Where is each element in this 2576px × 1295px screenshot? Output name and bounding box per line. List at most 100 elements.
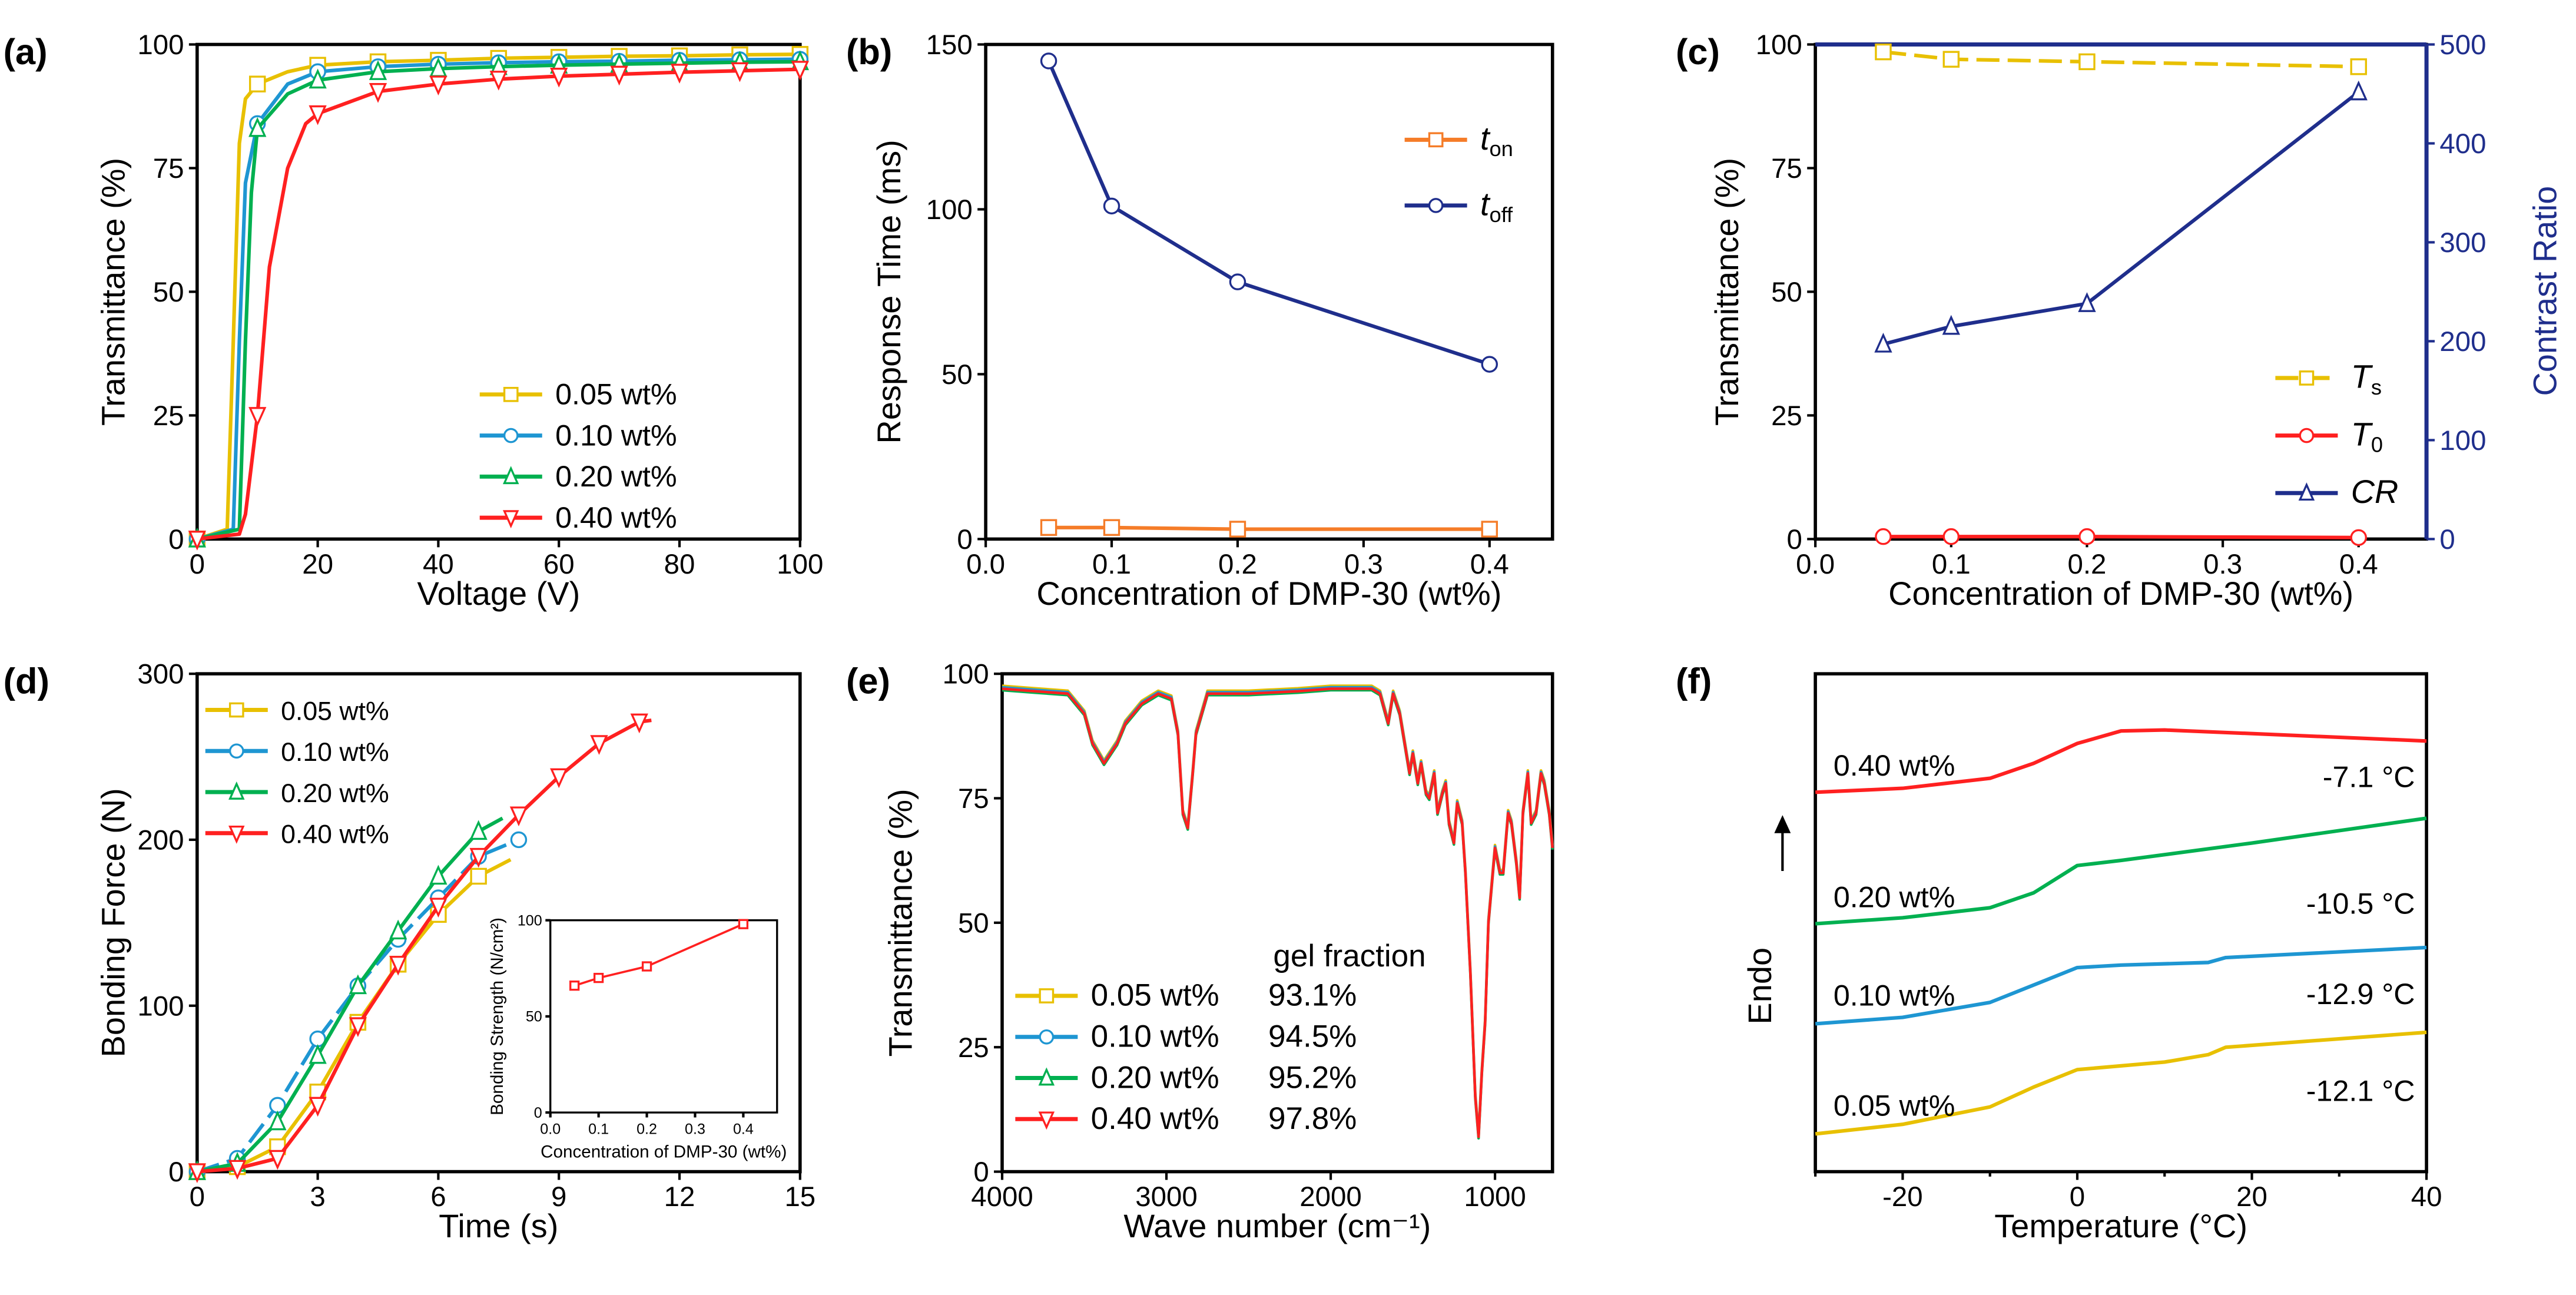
series-line-2 bbox=[1882, 90, 2360, 346]
legend-label: 0.40 wt% bbox=[281, 820, 389, 849]
y-tick-label: 0 bbox=[1786, 524, 1802, 555]
data-point bbox=[1103, 519, 1120, 536]
y2-tick-label: 400 bbox=[2439, 128, 2486, 160]
x-tick-label: 6 bbox=[430, 1181, 446, 1213]
data-point bbox=[429, 865, 447, 885]
panel-label: (a) bbox=[4, 32, 48, 72]
tg-label: -12.9 °C bbox=[2306, 978, 2415, 1011]
x-tick-label: 3 bbox=[310, 1181, 325, 1213]
x-tick-label: 0 bbox=[190, 549, 205, 580]
legend-symbol: 0.20 wt% bbox=[1091, 1060, 1219, 1095]
y-tick-label: 100 bbox=[1756, 29, 1802, 61]
data-point bbox=[1875, 43, 1892, 61]
x-tick-label: 0.4 bbox=[733, 1121, 754, 1137]
legend-label: 0.10 wt% bbox=[1091, 1019, 1219, 1054]
y-axis-label: Bonding Strength (N/cm²) bbox=[488, 918, 507, 1115]
y-tick-label: 300 bbox=[137, 659, 184, 690]
data-point bbox=[1875, 528, 1892, 545]
panel-label: (b) bbox=[846, 32, 892, 72]
x-axis-label: Concentration of DMP-30 (wt%) bbox=[541, 1142, 787, 1162]
data-point bbox=[510, 831, 528, 849]
panel-f: -20 0 20 40 Temperature (°C) Endo (f) 0.40 wt% -… bbox=[1676, 661, 2442, 1244]
data-point bbox=[590, 735, 608, 755]
gel-fraction-value: 93.1% bbox=[1268, 978, 1357, 1013]
legend-marker-triangle-up bbox=[228, 781, 245, 800]
data-point bbox=[1229, 521, 1246, 538]
y-tick-label: 50 bbox=[526, 1009, 542, 1025]
inset-line bbox=[574, 923, 744, 987]
y-tick-label: 100 bbox=[518, 912, 542, 929]
tg-label: -12.1 °C bbox=[2306, 1075, 2415, 1108]
data-point bbox=[1103, 197, 1120, 215]
x-tick-label: 0.0 bbox=[966, 549, 1005, 580]
y-tick-label: 0 bbox=[534, 1105, 542, 1121]
legend-symbol: t bbox=[1480, 120, 1491, 157]
x-tick-label: 40 bbox=[2411, 1181, 2442, 1213]
inset-data-point bbox=[569, 981, 580, 991]
panel-e: 4000 3000 2000 1000 0 25 50 75 100 Wave number (c… bbox=[846, 659, 1554, 1244]
inset-data-point bbox=[593, 972, 604, 983]
data-point bbox=[268, 1110, 287, 1131]
x-tick-label: 15 bbox=[784, 1181, 815, 1213]
series-line-0 bbox=[196, 52, 800, 541]
plot-frame bbox=[549, 919, 778, 1114]
x-tick-label: 20 bbox=[302, 549, 333, 580]
legend-label: 0.10 wt% bbox=[281, 738, 389, 767]
y2-tick-label: 300 bbox=[2439, 227, 2486, 259]
dsc-curve-2 bbox=[1815, 945, 2427, 1026]
x-tick-label: 0.1 bbox=[588, 1121, 609, 1137]
x-tick-label: 2000 bbox=[1299, 1181, 1362, 1213]
legend-symbol: t bbox=[1480, 186, 1491, 223]
y-tick-label: 0 bbox=[973, 1157, 989, 1188]
x-tick-label: 3000 bbox=[1135, 1181, 1198, 1213]
x-tick-label: 0.0 bbox=[540, 1121, 561, 1137]
legend-marker-triangle-down bbox=[228, 825, 245, 844]
series-line-0 bbox=[1048, 525, 1490, 531]
legend-label: 0.20 wt% bbox=[1091, 1060, 1219, 1095]
data-point bbox=[791, 61, 809, 81]
gel-fraction-value: 97.8% bbox=[1268, 1101, 1357, 1136]
legend-marker-triangle-down bbox=[1038, 1111, 1055, 1130]
x-axis-label: Temperature (°C) bbox=[1994, 1207, 2247, 1244]
spectrum-line-3 bbox=[1002, 687, 1554, 1138]
legend-label: 0.10 wt% bbox=[555, 419, 677, 452]
data-point bbox=[1942, 51, 1960, 68]
y-tick-label: 0 bbox=[168, 524, 184, 555]
x-tick-label: 0 bbox=[2070, 1181, 2085, 1213]
data-point bbox=[369, 83, 387, 103]
series-line-1 bbox=[1047, 60, 1490, 366]
curve-label: 0.05 wt% bbox=[1834, 1089, 1955, 1122]
legend-label: ton bbox=[1480, 120, 1513, 161]
y2-tick-label: 0 bbox=[2439, 524, 2455, 555]
dsc-curve-0 bbox=[1815, 728, 2427, 794]
y-tick-label: 25 bbox=[958, 1032, 989, 1064]
y2-axis-label: Contrast Ratio bbox=[2527, 186, 2564, 396]
legend-symbol: 0.05 wt% bbox=[555, 378, 677, 411]
legend-label: 0.20 wt% bbox=[281, 779, 389, 808]
legend-marker-square bbox=[503, 386, 519, 402]
data-point bbox=[309, 68, 327, 89]
panel-c: 0.0 0.1 0.2 0.3 0.4 0 25 50 75 100 Concentration o… bbox=[1676, 29, 2564, 612]
data-point bbox=[268, 1150, 287, 1170]
x-tick-label: 40 bbox=[423, 549, 454, 580]
x-tick-label: 0.3 bbox=[685, 1121, 705, 1137]
legend-subscript: 0 bbox=[2371, 432, 2383, 456]
y-axis-label: Transmittance (%) bbox=[94, 158, 131, 426]
legend-symbol: 0.05 wt% bbox=[1091, 978, 1219, 1013]
data-point bbox=[731, 62, 749, 82]
data-point bbox=[188, 531, 206, 551]
y-axis-label: Transmittance (%) bbox=[882, 789, 919, 1056]
legend-marker-circle bbox=[503, 428, 519, 443]
y-tick-label: 25 bbox=[153, 400, 184, 432]
tg-label: -10.5 °C bbox=[2306, 887, 2415, 920]
inset-data-point bbox=[738, 919, 749, 929]
data-point bbox=[389, 919, 407, 940]
data-point bbox=[188, 1163, 206, 1183]
x-tick-label: 0.1 bbox=[1932, 549, 1971, 580]
dsc-curve-1 bbox=[1815, 816, 2427, 926]
data-point bbox=[309, 1044, 327, 1064]
legend-marker-square bbox=[1428, 132, 1444, 148]
y2-tick-label: 100 bbox=[2439, 425, 2486, 456]
data-point bbox=[228, 1160, 247, 1180]
series-line-2 bbox=[197, 59, 800, 541]
